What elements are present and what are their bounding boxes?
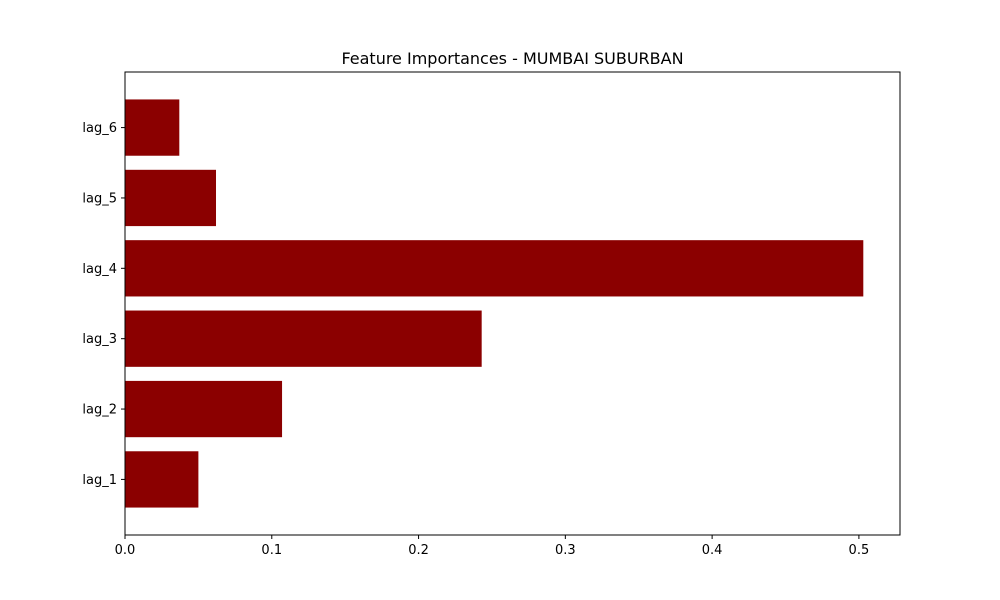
bar-lag_1 — [125, 451, 199, 508]
y-tick-label: lag_1 — [82, 473, 117, 488]
chart-title: Feature Importances - MUMBAI SUBURBAN — [341, 49, 683, 68]
x-tick-label: 0.4 — [702, 543, 723, 558]
x-tick-label: 0.1 — [261, 543, 282, 558]
x-tick-label: 0.2 — [408, 543, 429, 558]
x-tick-label: 0.0 — [115, 543, 136, 558]
bars-layer — [125, 99, 864, 508]
bar-lag_6 — [125, 99, 180, 156]
y-tick-label: lag_2 — [82, 403, 117, 418]
y-tick-label: lag_4 — [82, 262, 117, 277]
bar-lag_3 — [125, 310, 482, 367]
y-tick-label: lag_5 — [82, 191, 117, 206]
x-tick-label: 0.5 — [849, 543, 870, 558]
x-axis-ticks: 0.0 0.1 0.2 0.3 0.4 0.5 — [115, 535, 870, 558]
y-axis-ticks: lag_1 lag_2 lag_3 lag_4 lag_5 lag_6 — [82, 121, 125, 488]
bar-lag_2 — [125, 380, 283, 438]
y-tick-label: lag_3 — [82, 332, 117, 347]
bar-lag_4 — [125, 240, 864, 297]
plot-area-frame — [124, 71, 901, 536]
bar-lag_5 — [125, 169, 217, 227]
y-tick-label: lag_6 — [82, 121, 117, 136]
x-tick-label: 0.3 — [555, 543, 576, 558]
